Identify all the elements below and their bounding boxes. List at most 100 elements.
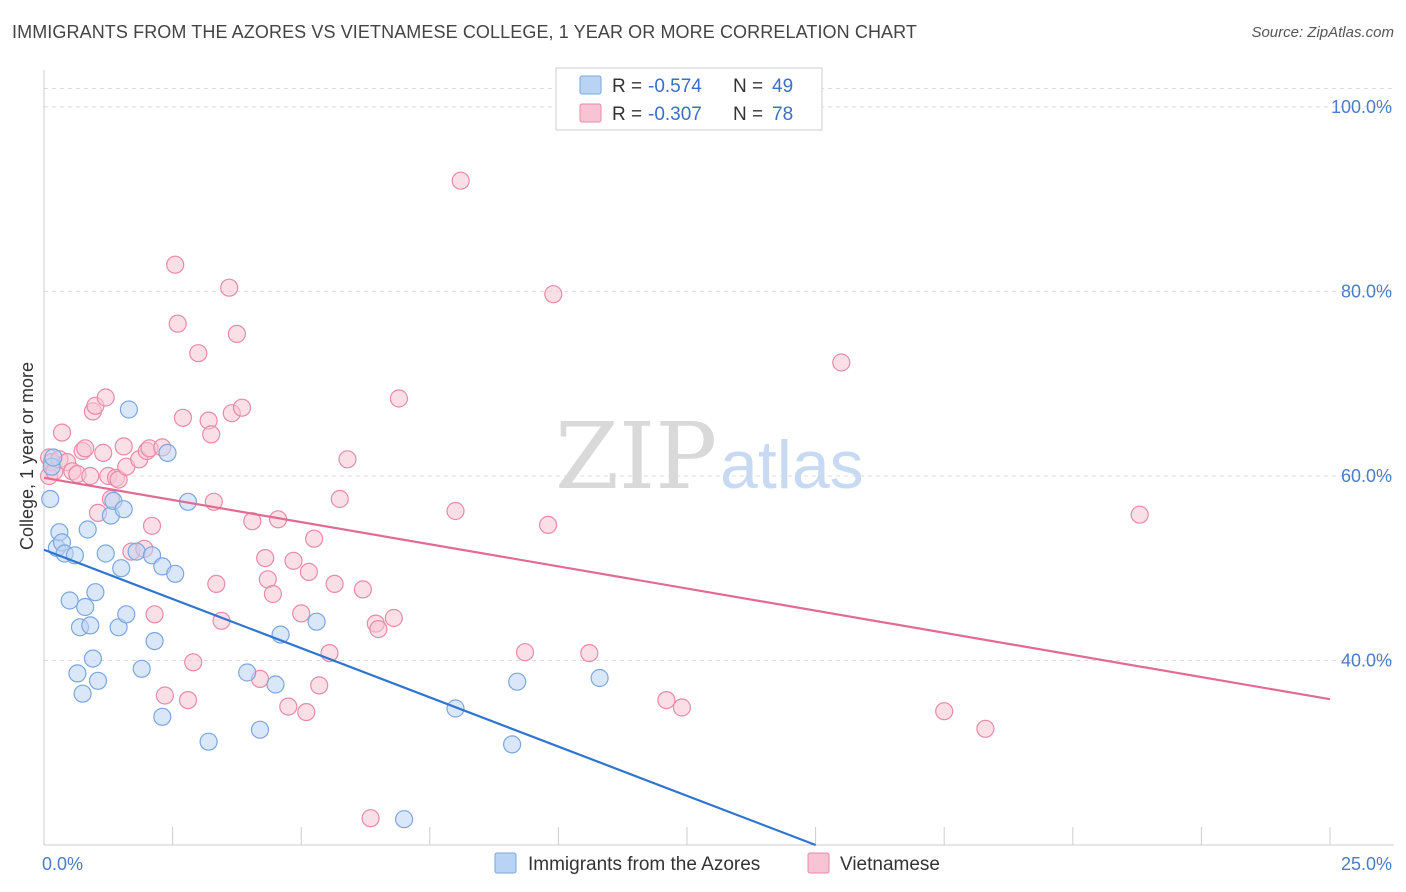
bottom-legend-label-azores: Immigrants from the Azores (528, 854, 760, 875)
vietnamese-point (279, 697, 298, 716)
vietnamese-point (544, 285, 563, 304)
vietnamese-point (202, 425, 221, 444)
azores-point (508, 672, 527, 691)
azores-point (96, 544, 115, 563)
azores-point (78, 520, 97, 539)
azores-point (266, 675, 285, 694)
azores-point (446, 699, 465, 718)
azores-point (119, 400, 138, 419)
vietnamese-point (451, 171, 470, 190)
vietnamese-point (310, 676, 329, 695)
vietnamese-point (299, 562, 318, 582)
bottom-legend: Immigrants from the Azores Vietnamese (494, 852, 940, 875)
azores-point (41, 489, 60, 509)
vietnamese-point (446, 501, 465, 521)
legend-n-value-azores: 49 (772, 76, 793, 97)
vietnamese-point (207, 574, 226, 594)
y-tick-label-100: 100.0% (1331, 97, 1392, 117)
vietnamese-point (297, 702, 316, 722)
x-tick-label-max: 25.0% (1341, 854, 1392, 874)
watermark-atlas: atlas (720, 427, 864, 503)
vietnamese-point (361, 809, 380, 828)
vietnamese-point (220, 278, 239, 297)
azores-point (199, 732, 218, 751)
vietnamese-point (189, 344, 208, 363)
azores-point (83, 649, 103, 668)
trendlines (43, 476, 1331, 847)
x-axis-ticks (172, 827, 1331, 845)
vietnamese-trendline (43, 476, 1331, 701)
y-tick-label-60: 60.0% (1341, 466, 1392, 486)
legend-r-label-vietnamese: R = (612, 104, 642, 125)
legend-n-value-vietnamese: 78 (772, 104, 793, 125)
vietnamese-point (292, 604, 311, 623)
azores-points (41, 400, 609, 829)
vietnamese-point (155, 686, 174, 705)
azores-point (112, 559, 131, 578)
vietnamese-point (168, 314, 187, 333)
azores-point (127, 542, 146, 561)
y-axis-title: College, 1 year or more (17, 362, 37, 550)
vietnamese-point (173, 408, 192, 427)
vietnamese-point (580, 643, 599, 663)
azores-point (88, 671, 108, 690)
azores-point (395, 810, 414, 829)
vietnamese-point (353, 580, 372, 599)
vietnamese-point (227, 324, 246, 343)
vietnamese-point (178, 690, 198, 710)
azores-point (117, 605, 136, 624)
vietnamese-point (145, 605, 164, 624)
vietnamese-point (263, 584, 282, 604)
vietnamese-point (935, 702, 954, 721)
azores-point (73, 684, 92, 703)
vietnamese-point (384, 608, 403, 628)
azores-point (238, 663, 257, 682)
legend-r-label-azores: R = (612, 76, 642, 97)
legend-swatch-vietnamese (579, 103, 602, 123)
azores-point (145, 631, 164, 651)
azores-point (158, 443, 177, 462)
vietnamese-point (96, 388, 115, 407)
source-label: Source: ZipAtlas.com (1251, 24, 1394, 41)
legend-box: R = -0.574 N = 49 R = -0.307 N = 78 (555, 67, 823, 131)
legend-n-label-azores: N = (733, 76, 763, 97)
bottom-legend-swatch-azores (494, 852, 517, 874)
legend-r-value-azores: -0.574 (648, 76, 702, 97)
legend-r-value-vietnamese: -0.307 (648, 104, 702, 125)
vietnamese-point (114, 437, 133, 456)
azores-point (307, 612, 326, 631)
bottom-legend-label-vietnamese: Vietnamese (840, 854, 940, 875)
azores-point (68, 664, 87, 683)
vietnamese-point (305, 529, 324, 548)
azores-point (590, 668, 609, 688)
vietnamese-point (325, 574, 344, 594)
vietnamese-point (976, 719, 995, 738)
azores-point (153, 707, 172, 726)
bottom-legend-swatch-vietnamese (807, 852, 830, 874)
vietnamese-point (76, 439, 95, 458)
azores-point (114, 500, 133, 519)
vietnamese-point (184, 653, 203, 672)
vietnamese-point (142, 516, 162, 535)
azores-point (86, 583, 105, 602)
vietnamese-point (94, 443, 113, 462)
azores-point (250, 720, 270, 739)
legend-n-label-vietnamese: N = (733, 104, 763, 125)
vietnamese-point (232, 398, 252, 417)
y-tick-label-40: 40.0% (1341, 650, 1392, 670)
chart-title: IMMIGRANTS FROM THE AZORES VS VIETNAMESE… (12, 22, 918, 42)
azores-point (142, 546, 162, 565)
vietnamese-point (389, 389, 408, 408)
axes (43, 70, 1394, 846)
x-tick-label-min: 0.0% (42, 854, 83, 874)
vietnamese-point (672, 698, 692, 717)
vietnamese-point (515, 643, 535, 662)
vietnamese-point (256, 548, 275, 568)
vietnamese-point (81, 466, 100, 486)
vietnamese-point (284, 551, 303, 570)
y-tick-label-80: 80.0% (1341, 281, 1392, 301)
vietnamese-point (369, 619, 388, 639)
vietnamese-point (338, 450, 357, 469)
azores-point (60, 591, 79, 610)
